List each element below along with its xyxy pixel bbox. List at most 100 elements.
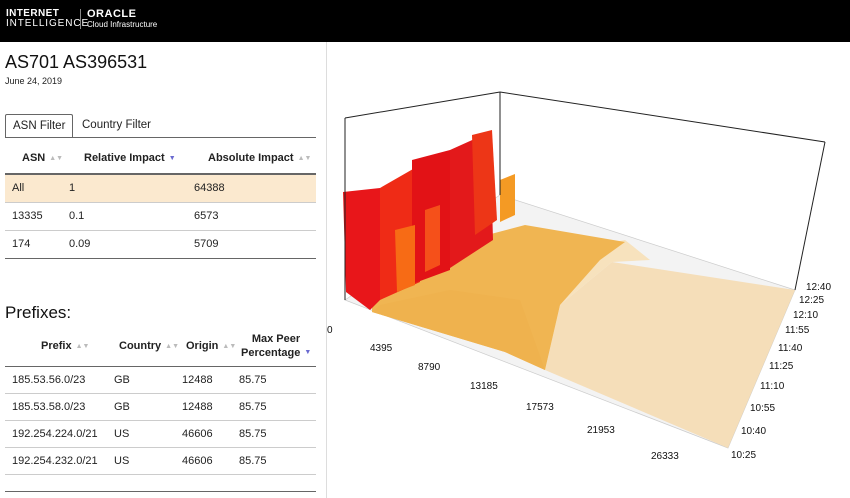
time-tick-label: 11:25	[769, 361, 794, 372]
x-tick-label: 26333	[651, 451, 679, 462]
column-label: Absolute Impact	[208, 152, 294, 164]
sort-icon: ▲▼	[297, 154, 312, 162]
table-row[interactable]: 174 0.09 5709	[5, 231, 316, 259]
sort-icon: ▲▼	[165, 342, 180, 350]
x-tick-label: 4395	[370, 343, 393, 354]
table-bottom-rule	[5, 258, 316, 259]
cell-asn: All	[12, 182, 25, 194]
column-header-max-peer-percentage[interactable]: Max Peer Percentage ▼	[241, 332, 311, 360]
cell-origin: 12488	[182, 401, 213, 413]
column-header-asn[interactable]: ASN ▲▼	[22, 152, 63, 164]
cell-prefix: 192.254.224.0/21	[12, 428, 98, 440]
sort-icon: ▲▼	[75, 342, 90, 350]
time-tick-label: 11:10	[760, 381, 785, 392]
table-row[interactable]: 192.254.232.0/21 US 46606 85.75	[5, 448, 316, 475]
sort-desc-icon: ▼	[304, 349, 312, 357]
surface-low-2	[372, 290, 545, 370]
column-label: Country	[119, 340, 162, 352]
tab-divider	[5, 137, 316, 138]
column-label-line-2: Percentage	[241, 347, 301, 359]
time-tick-label: 12:25	[799, 295, 824, 306]
page-title: AS701 AS396531	[5, 52, 148, 72]
cell-country: GB	[114, 401, 130, 413]
surface-faint	[545, 262, 795, 448]
sort-desc-icon: ▼	[168, 154, 176, 162]
table-row[interactable]: 185.53.58.0/23 GB 12488 85.75	[5, 394, 316, 421]
column-label-line-1: Max Peer	[251, 333, 301, 345]
header-rule	[5, 366, 316, 367]
cell-max-peer: 85.75	[239, 455, 267, 467]
column-header-absolute-impact[interactable]: Absolute Impact ▲▼	[208, 152, 311, 164]
cell-max-peer: 85.75	[239, 401, 267, 413]
surface-mid-1	[395, 225, 415, 292]
time-tick-label: 11:55	[785, 325, 810, 336]
cell-max-peer: 85.75	[239, 374, 267, 386]
tab-country-filter[interactable]: Country Filter	[82, 119, 152, 131]
sort-icon: ▲▼	[49, 154, 64, 162]
cell-absolute: 64388	[194, 182, 225, 194]
cell-prefix: 192.254.232.0/21	[12, 455, 98, 467]
cell-relative: 0.09	[69, 238, 91, 250]
table-row[interactable]: 192.254.224.0/21 US 46606 85.75	[5, 421, 316, 448]
cell-absolute: 5709	[194, 238, 219, 250]
time-tick-label: 11:40	[778, 343, 803, 354]
cell-asn: 13335	[12, 210, 43, 222]
column-label: ASN	[22, 152, 46, 164]
oracle-wordmark: ORACLE	[87, 8, 137, 20]
asn-table: ASN ▲▼ Relative Impact ▼ Absolute Impact ▲▼…	[5, 140, 316, 298]
cell-country: US	[114, 455, 130, 467]
table-row[interactable]: 13335 0.1 6573	[5, 203, 316, 231]
time-tick-label: 10:25	[731, 450, 756, 461]
oracle-subtitle: Cloud Infrastructure	[87, 20, 158, 29]
time-tick-label: 12:10	[793, 310, 818, 321]
brand-separator	[80, 9, 81, 29]
cell-prefix: 185.53.56.0/23	[12, 374, 86, 386]
top-bar: INTERNET INTELLIGENCE ORACLE Cloud Infra…	[0, 0, 850, 42]
time-tick-label: 12:40	[806, 282, 831, 293]
chart-svg[interactable]: 4395 8790 13185 17573 21953 26333 0 10:2…	[327, 42, 850, 498]
cell-country: US	[114, 428, 130, 440]
surface-mid-3	[500, 174, 515, 222]
surface-high-5	[472, 130, 497, 235]
brand-line-1: INTERNET	[6, 8, 60, 19]
asn-table-header: ASN ▲▼ Relative Impact ▼ Absolute Impact ▲▼	[5, 152, 316, 174]
time-tick-label: 10:55	[750, 403, 775, 414]
cell-prefix: 185.53.58.0/23	[12, 401, 86, 413]
cell-country: GB	[114, 374, 130, 386]
prefixes-table: Prefix ▲▼ Country ▲▼ Origin ▲▼ Max Peer Per…	[5, 328, 316, 498]
column-label: Prefix	[41, 340, 72, 352]
cell-max-peer: 85.75	[239, 428, 267, 440]
impact-3d-chart[interactable]: 4395 8790 13185 17573 21953 26333 0 10:2…	[327, 42, 850, 498]
x-tick-label: 17573	[526, 402, 554, 413]
panel-divider	[326, 42, 327, 498]
cell-relative: 0.1	[69, 210, 85, 222]
oracle-logo[interactable]: ORACLE Cloud Infrastructure	[87, 9, 157, 30]
column-header-country[interactable]: Country ▲▼	[119, 340, 179, 352]
surface-high-1	[343, 188, 380, 310]
axis-line	[794, 141, 826, 291]
filter-tabs: ASN Filter Country Filter	[5, 114, 316, 138]
x-tick-label: 21953	[587, 425, 615, 436]
internet-intelligence-logo[interactable]: INTERNET INTELLIGENCE	[6, 9, 89, 29]
header-rule	[5, 174, 316, 175]
column-header-origin[interactable]: Origin ▲▼	[186, 340, 236, 352]
table-row[interactable]: All 1 64388	[5, 175, 316, 203]
time-tick-label: 10:40	[741, 426, 766, 437]
column-header-prefix[interactable]: Prefix ▲▼	[41, 340, 89, 352]
column-header-relative-impact[interactable]: Relative Impact ▼	[84, 152, 176, 164]
table-row[interactable]: 185.53.56.0/23 GB 12488 85.75	[5, 367, 316, 394]
sort-icon: ▲▼	[222, 342, 237, 350]
cell-origin: 12488	[182, 374, 213, 386]
x-tick-label: 8790	[418, 362, 441, 373]
tab-asn-filter[interactable]: ASN Filter	[5, 114, 74, 138]
prefixes-table-header: Prefix ▲▼ Country ▲▼ Origin ▲▼ Max Peer Per…	[5, 328, 316, 366]
surface-mid-2	[425, 205, 440, 272]
prefixes-heading: Prefixes:	[5, 303, 72, 322]
page-date: June 24, 2019	[5, 76, 63, 86]
cell-asn: 174	[12, 238, 31, 250]
axis-line	[344, 91, 501, 119]
x-tick-label: 13185	[470, 381, 498, 392]
x-tick-label-partial: 0	[327, 325, 333, 336]
axis-line	[499, 91, 826, 143]
table-bottom-rule	[5, 488, 316, 492]
